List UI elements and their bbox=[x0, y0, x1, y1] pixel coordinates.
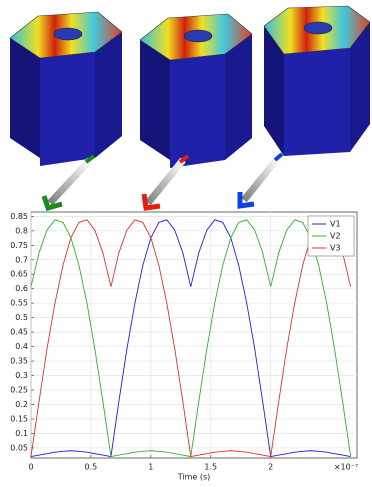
prism-3 bbox=[264, 6, 370, 156]
y-tick-label: 0.8 bbox=[15, 226, 28, 235]
y-tick-label: 0.4 bbox=[15, 342, 28, 351]
prism-1 bbox=[10, 12, 122, 166]
y-tick-label: 0.85 bbox=[10, 212, 28, 221]
y-tick-label: 0.55 bbox=[10, 299, 28, 308]
x-tick-label: 1.5 bbox=[204, 463, 217, 472]
x-tick-label: 0 bbox=[28, 463, 33, 472]
legend-label: V2 bbox=[330, 232, 341, 241]
arrows bbox=[44, 154, 282, 208]
page: {"chart_data": {"type": "line", "x_label… bbox=[0, 0, 372, 483]
x-tick-label: 0.5 bbox=[85, 463, 98, 472]
figure: Time (s) ×10⁻⁷ 0.05 0.1 0.15 0.2 0.25 0.3 0.35… bbox=[0, 0, 372, 483]
x-tick-label: 2 bbox=[268, 463, 273, 472]
y-tick-label: 0.3 bbox=[15, 371, 28, 380]
y-tick-label: 0.25 bbox=[10, 385, 28, 394]
x-tick-label: 1 bbox=[148, 463, 153, 472]
prisms bbox=[10, 6, 370, 168]
y-tick-label: 0.6 bbox=[15, 284, 28, 293]
y-tick-label: 0.45 bbox=[10, 328, 28, 337]
prism-2 bbox=[140, 14, 252, 168]
legend-label: V3 bbox=[330, 244, 341, 253]
legend-label: V1 bbox=[330, 220, 341, 229]
y-tick-label: 0.35 bbox=[10, 357, 28, 366]
y-tick-label: 0.05 bbox=[10, 443, 28, 452]
y-tick-label: 0.15 bbox=[10, 414, 28, 423]
y-tick-label: 0.5 bbox=[15, 313, 28, 322]
y-tick-label: 0.2 bbox=[15, 400, 28, 409]
y-tick-label: 0.7 bbox=[15, 255, 28, 264]
y-tick-label: 0.1 bbox=[15, 429, 28, 438]
y-tick-label: 0.65 bbox=[10, 270, 28, 279]
x-axis-label: Time (s) bbox=[177, 473, 211, 482]
x-multiplier: ×10⁻⁷ bbox=[334, 463, 358, 472]
y-tick-label: 0.75 bbox=[10, 241, 28, 250]
